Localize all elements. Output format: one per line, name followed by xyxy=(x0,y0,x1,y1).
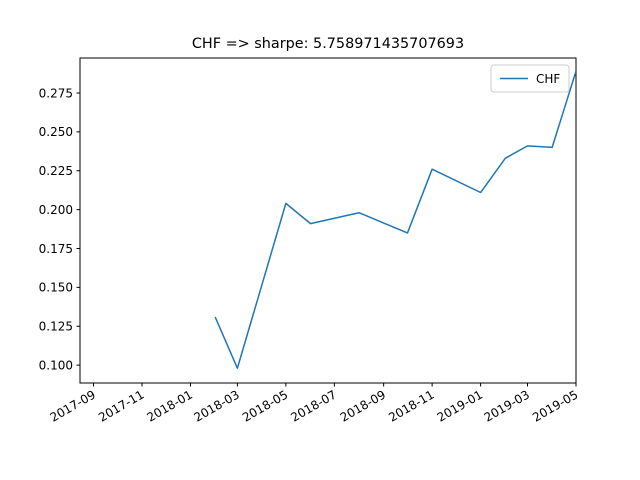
y-tick-label: 0.125 xyxy=(39,320,73,334)
y-tick-label: 0.275 xyxy=(39,86,73,100)
y-axis: 0.100 0.125 0.150 0.175 0.200 0.225 0.250 0.275 xyxy=(39,86,80,372)
y-tick-label: 0.175 xyxy=(39,242,73,256)
y-tick-label: 0.225 xyxy=(39,164,73,178)
chart-title: CHF => sharpe: 5.758971435707693 xyxy=(192,36,464,52)
series-layer xyxy=(214,70,576,369)
y-tick-label: 0.150 xyxy=(39,281,73,295)
series-line-chf xyxy=(214,70,576,369)
plot-area xyxy=(79,57,577,384)
y-tick-label: 0.200 xyxy=(39,203,73,217)
legend-label: CHF xyxy=(536,72,560,86)
legend: CHF xyxy=(490,64,570,93)
y-tick-label: 0.100 xyxy=(39,358,73,372)
legend-box xyxy=(490,64,570,93)
y-tick-label: 0.250 xyxy=(39,125,73,139)
